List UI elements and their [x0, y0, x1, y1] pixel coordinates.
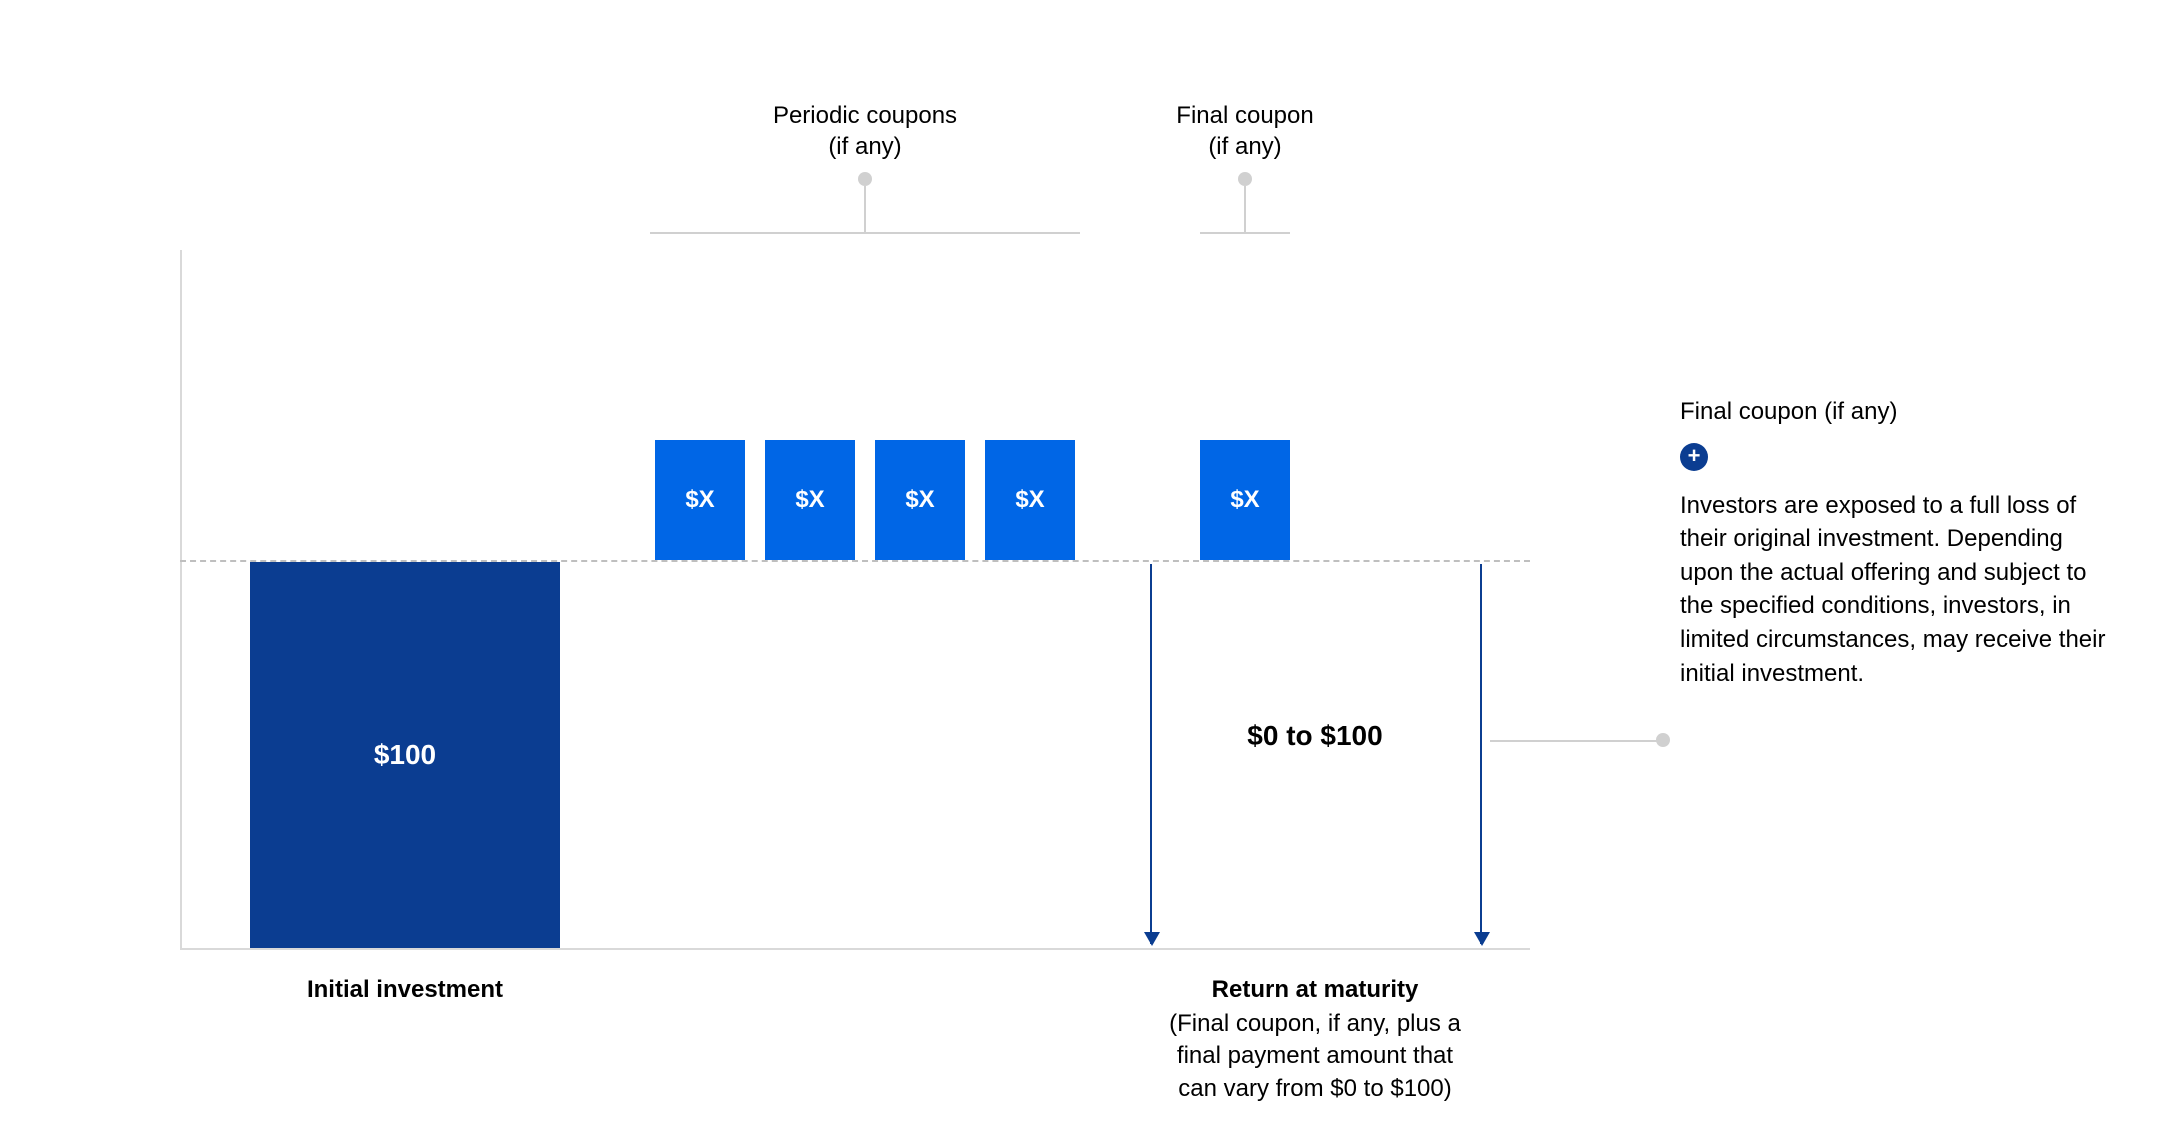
annotation-stem	[1244, 186, 1246, 232]
return-at-maturity-caption: Return at maturity (Final coupon, if any…	[1120, 976, 1510, 1105]
return-at-maturity-caption-sub3: can vary from $0 to $100)	[1120, 1073, 1510, 1105]
investment-diagram: Periodic coupons (if any) Final coupon (…	[180, 100, 1980, 1050]
return-at-maturity-caption-sub1: (Final coupon, if any, plus a	[1120, 1008, 1510, 1040]
coupon-value: $X	[905, 486, 934, 514]
periodic-coupon-bar-4: $X	[985, 440, 1075, 560]
coupon-value: $X	[1015, 486, 1044, 514]
annotation-bracket	[650, 232, 1080, 234]
annotation-dot-icon	[858, 172, 872, 186]
initial-investment-caption: Initial investment	[250, 976, 560, 1004]
maturity-arrow-left	[1150, 564, 1152, 944]
annotation-stem	[864, 186, 866, 232]
initial-investment-caption-bold: Initial investment	[250, 976, 560, 1004]
return-at-maturity-caption-bold: Return at maturity	[1120, 976, 1510, 1004]
periodic-coupons-title-line2: (if any)	[650, 131, 1080, 162]
chart-area: $100 $X $X $X $X $X $0 to $100	[180, 250, 1530, 950]
initial-investment-bar: $100	[250, 562, 560, 948]
annotation-bracket	[1200, 232, 1290, 234]
initial-investment-value: $100	[374, 739, 436, 771]
x-axis	[180, 948, 1530, 950]
final-coupon-title-line1: Final coupon	[1140, 100, 1350, 131]
side-pointer-dot-icon	[1656, 733, 1670, 747]
periodic-coupon-bar-2: $X	[765, 440, 855, 560]
arrow-head-icon	[1144, 932, 1160, 946]
annotation-dot-icon	[1238, 172, 1252, 186]
coupon-value: $X	[1230, 486, 1259, 514]
maturity-range-label: $0 to $100	[1165, 720, 1465, 752]
coupon-value: $X	[795, 486, 824, 514]
periodic-coupons-annotation: Periodic coupons (if any)	[650, 100, 1080, 234]
final-coupon-annotation: Final coupon (if any)	[1140, 100, 1350, 234]
periodic-coupon-bar-1: $X	[655, 440, 745, 560]
periodic-coupons-title-line1: Periodic coupons	[650, 100, 1080, 131]
return-at-maturity-caption-sub2: final payment amount that	[1120, 1040, 1510, 1072]
arrow-head-icon	[1474, 932, 1490, 946]
final-coupon-bar: $X	[1200, 440, 1290, 560]
final-coupon-title-line2: (if any)	[1140, 131, 1350, 162]
side-panel: Final coupon (if any) + Investors are ex…	[1680, 395, 2120, 690]
periodic-coupon-bar-3: $X	[875, 440, 965, 560]
side-panel-heading: Final coupon (if any)	[1680, 395, 2120, 429]
side-pointer-line	[1490, 740, 1660, 742]
plus-icon: +	[1680, 443, 1708, 471]
maturity-arrow-right	[1480, 564, 1482, 944]
coupon-value: $X	[685, 486, 714, 514]
side-panel-body: Investors are exposed to a full loss of …	[1680, 489, 2120, 691]
y-axis	[180, 250, 182, 950]
